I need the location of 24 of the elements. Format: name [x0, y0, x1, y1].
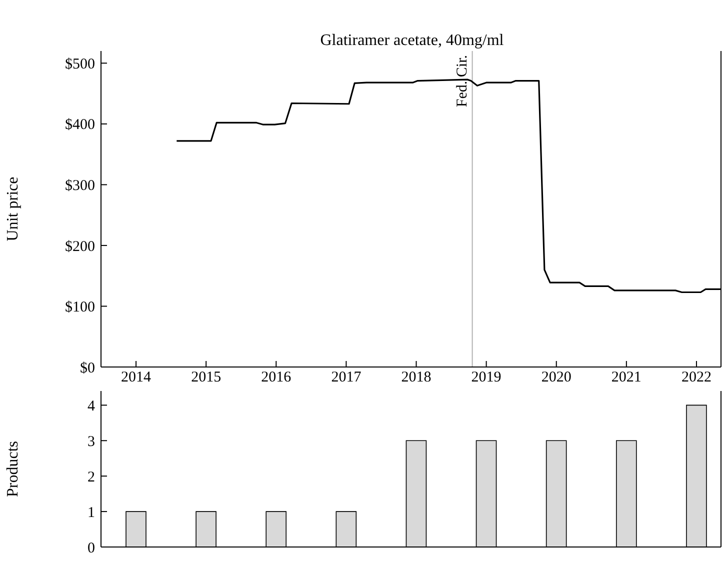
x-tick-label: 2022 — [681, 370, 712, 386]
x-tick-label: 2018 — [401, 370, 432, 386]
x-tick-label: 2016 — [261, 370, 292, 386]
y-axis-title: Products — [4, 441, 22, 497]
chart-title: Glatiramer acetate, 40mg/ml — [319, 32, 505, 50]
y-tick-label: 3 — [88, 434, 95, 450]
y-tick-label: $0 — [80, 360, 95, 376]
y-tick-label: 4 — [88, 398, 96, 415]
y-tick-label: 0 — [88, 540, 95, 556]
x-tick-label: 2019 — [471, 370, 502, 386]
y-tick-label: $200 — [65, 238, 95, 255]
y-axis-title: Unit price — [4, 176, 22, 242]
y-tick-label: $400 — [65, 117, 95, 134]
ref-line-label: Fed. Cir. — [454, 55, 470, 108]
x-tick-label: 2015 — [191, 370, 222, 386]
x-tick-label: 2021 — [611, 370, 642, 386]
y-tick-label: $500 — [65, 56, 95, 72]
y-tick-label: 2 — [88, 469, 95, 486]
y-tick-label: 1 — [88, 504, 95, 521]
y-tick-label: $300 — [65, 178, 95, 194]
x-tick-label: 2020 — [541, 370, 572, 386]
x-tick-label: 2017 — [331, 370, 362, 386]
x-tick-label: 2014 — [121, 370, 152, 386]
y-tick-label: $100 — [65, 300, 95, 316]
